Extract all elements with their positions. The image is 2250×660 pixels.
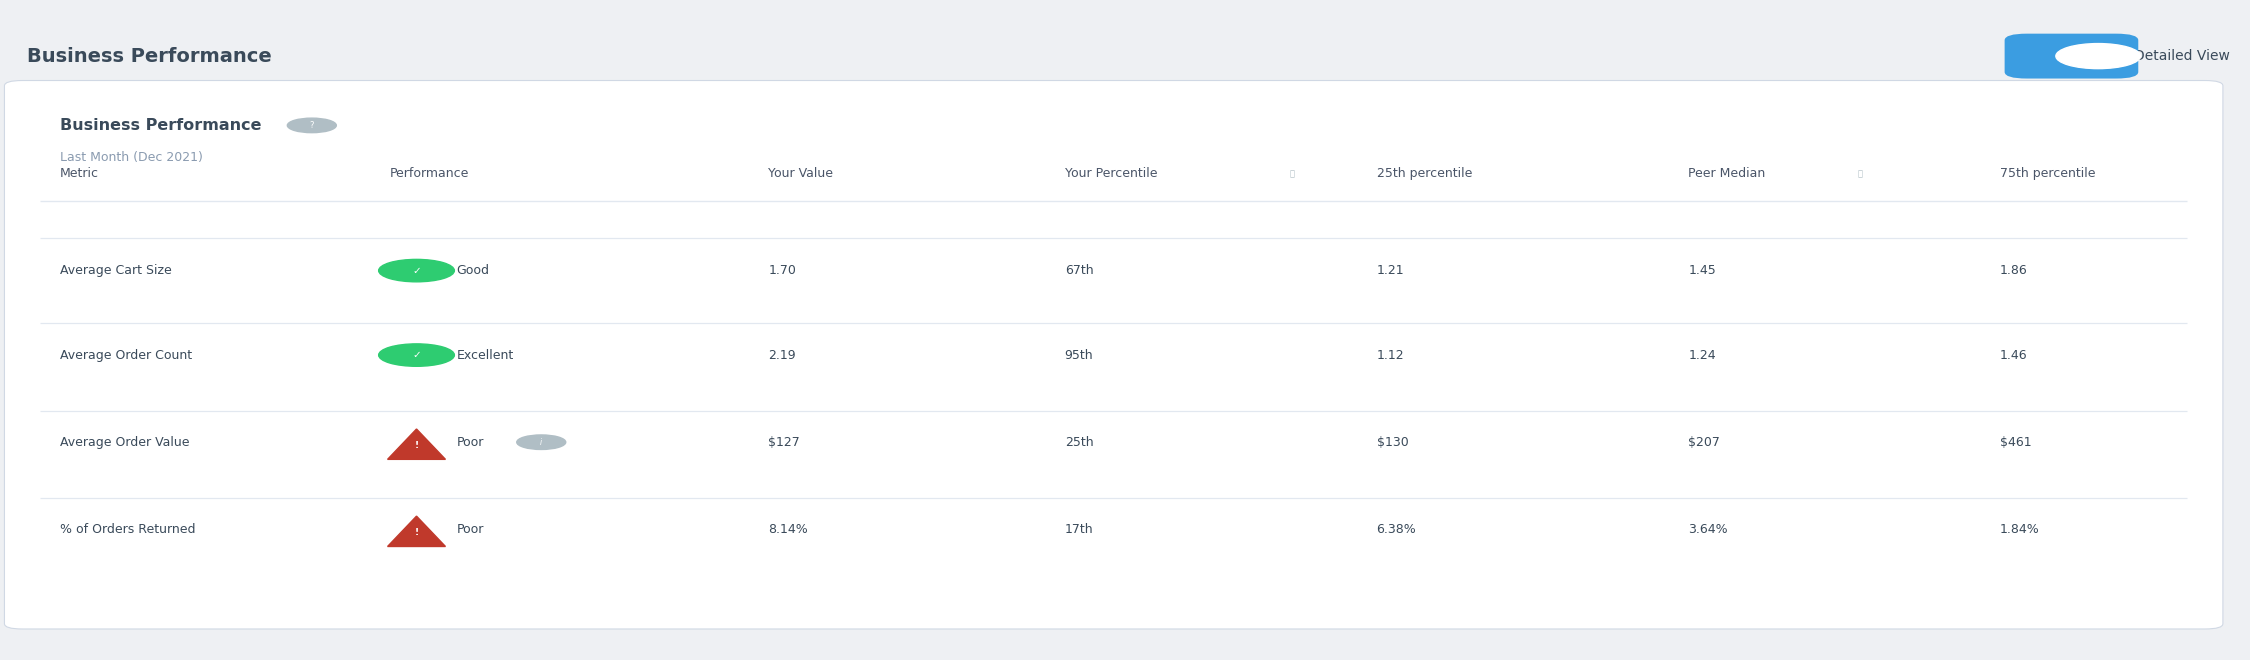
Text: $127: $127 [770, 436, 801, 449]
Text: 1.70: 1.70 [770, 264, 796, 277]
Text: ⓘ: ⓘ [1289, 169, 1294, 178]
Text: !: ! [414, 441, 418, 450]
Text: 1.84%: 1.84% [2000, 523, 2041, 536]
Circle shape [378, 259, 454, 282]
Text: 17th: 17th [1064, 523, 1094, 536]
Text: 8.14%: 8.14% [770, 523, 808, 536]
Text: 2.19: 2.19 [770, 348, 796, 362]
Text: 25th: 25th [1064, 436, 1094, 449]
Text: 1.21: 1.21 [1377, 264, 1404, 277]
Text: ?: ? [310, 121, 315, 130]
Text: 1.86: 1.86 [2000, 264, 2027, 277]
FancyBboxPatch shape [4, 81, 2223, 629]
Text: 3.64%: 3.64% [1688, 523, 1728, 536]
Text: Business Performance: Business Performance [27, 47, 272, 65]
Text: 67th: 67th [1064, 264, 1094, 277]
Text: Poor: Poor [457, 436, 484, 449]
Text: Peer Median: Peer Median [1688, 167, 1766, 180]
Text: 1.12: 1.12 [1377, 348, 1404, 362]
Text: 1.45: 1.45 [1688, 264, 1717, 277]
Text: Your Percentile: Your Percentile [1064, 167, 1156, 180]
Text: Excellent: Excellent [457, 348, 513, 362]
Circle shape [288, 118, 335, 133]
Text: Average Order Count: Average Order Count [61, 348, 191, 362]
Text: 6.38%: 6.38% [1377, 523, 1415, 536]
Text: 1.24: 1.24 [1688, 348, 1717, 362]
Polygon shape [387, 429, 446, 459]
FancyBboxPatch shape [2005, 34, 2138, 79]
Text: Average Cart Size: Average Cart Size [61, 264, 171, 277]
Text: $461: $461 [2000, 436, 2032, 449]
Text: ✓: ✓ [412, 350, 421, 360]
Text: 95th: 95th [1064, 348, 1094, 362]
Text: Detailed View: Detailed View [2133, 49, 2230, 63]
Text: 1.46: 1.46 [2000, 348, 2027, 362]
Text: Average Order Value: Average Order Value [61, 436, 189, 449]
Text: Your Value: Your Value [770, 167, 832, 180]
Text: !: ! [414, 528, 418, 537]
Text: Good: Good [457, 264, 490, 277]
Text: Poor: Poor [457, 523, 484, 536]
Text: 25th percentile: 25th percentile [1377, 167, 1472, 180]
Text: $130: $130 [1377, 436, 1408, 449]
Text: 75th percentile: 75th percentile [2000, 167, 2095, 180]
Polygon shape [387, 516, 446, 546]
Text: Business Performance: Business Performance [61, 118, 261, 133]
Text: Metric: Metric [61, 167, 99, 180]
Circle shape [378, 344, 454, 366]
Text: ✓: ✓ [412, 265, 421, 276]
Circle shape [2056, 44, 2140, 69]
Text: ⓘ: ⓘ [1858, 169, 1863, 178]
Text: $207: $207 [1688, 436, 1721, 449]
Text: % of Orders Returned: % of Orders Returned [61, 523, 196, 536]
Text: Last Month (Dec 2021): Last Month (Dec 2021) [61, 150, 202, 164]
Text: Performance: Performance [389, 167, 470, 180]
Circle shape [518, 435, 565, 449]
